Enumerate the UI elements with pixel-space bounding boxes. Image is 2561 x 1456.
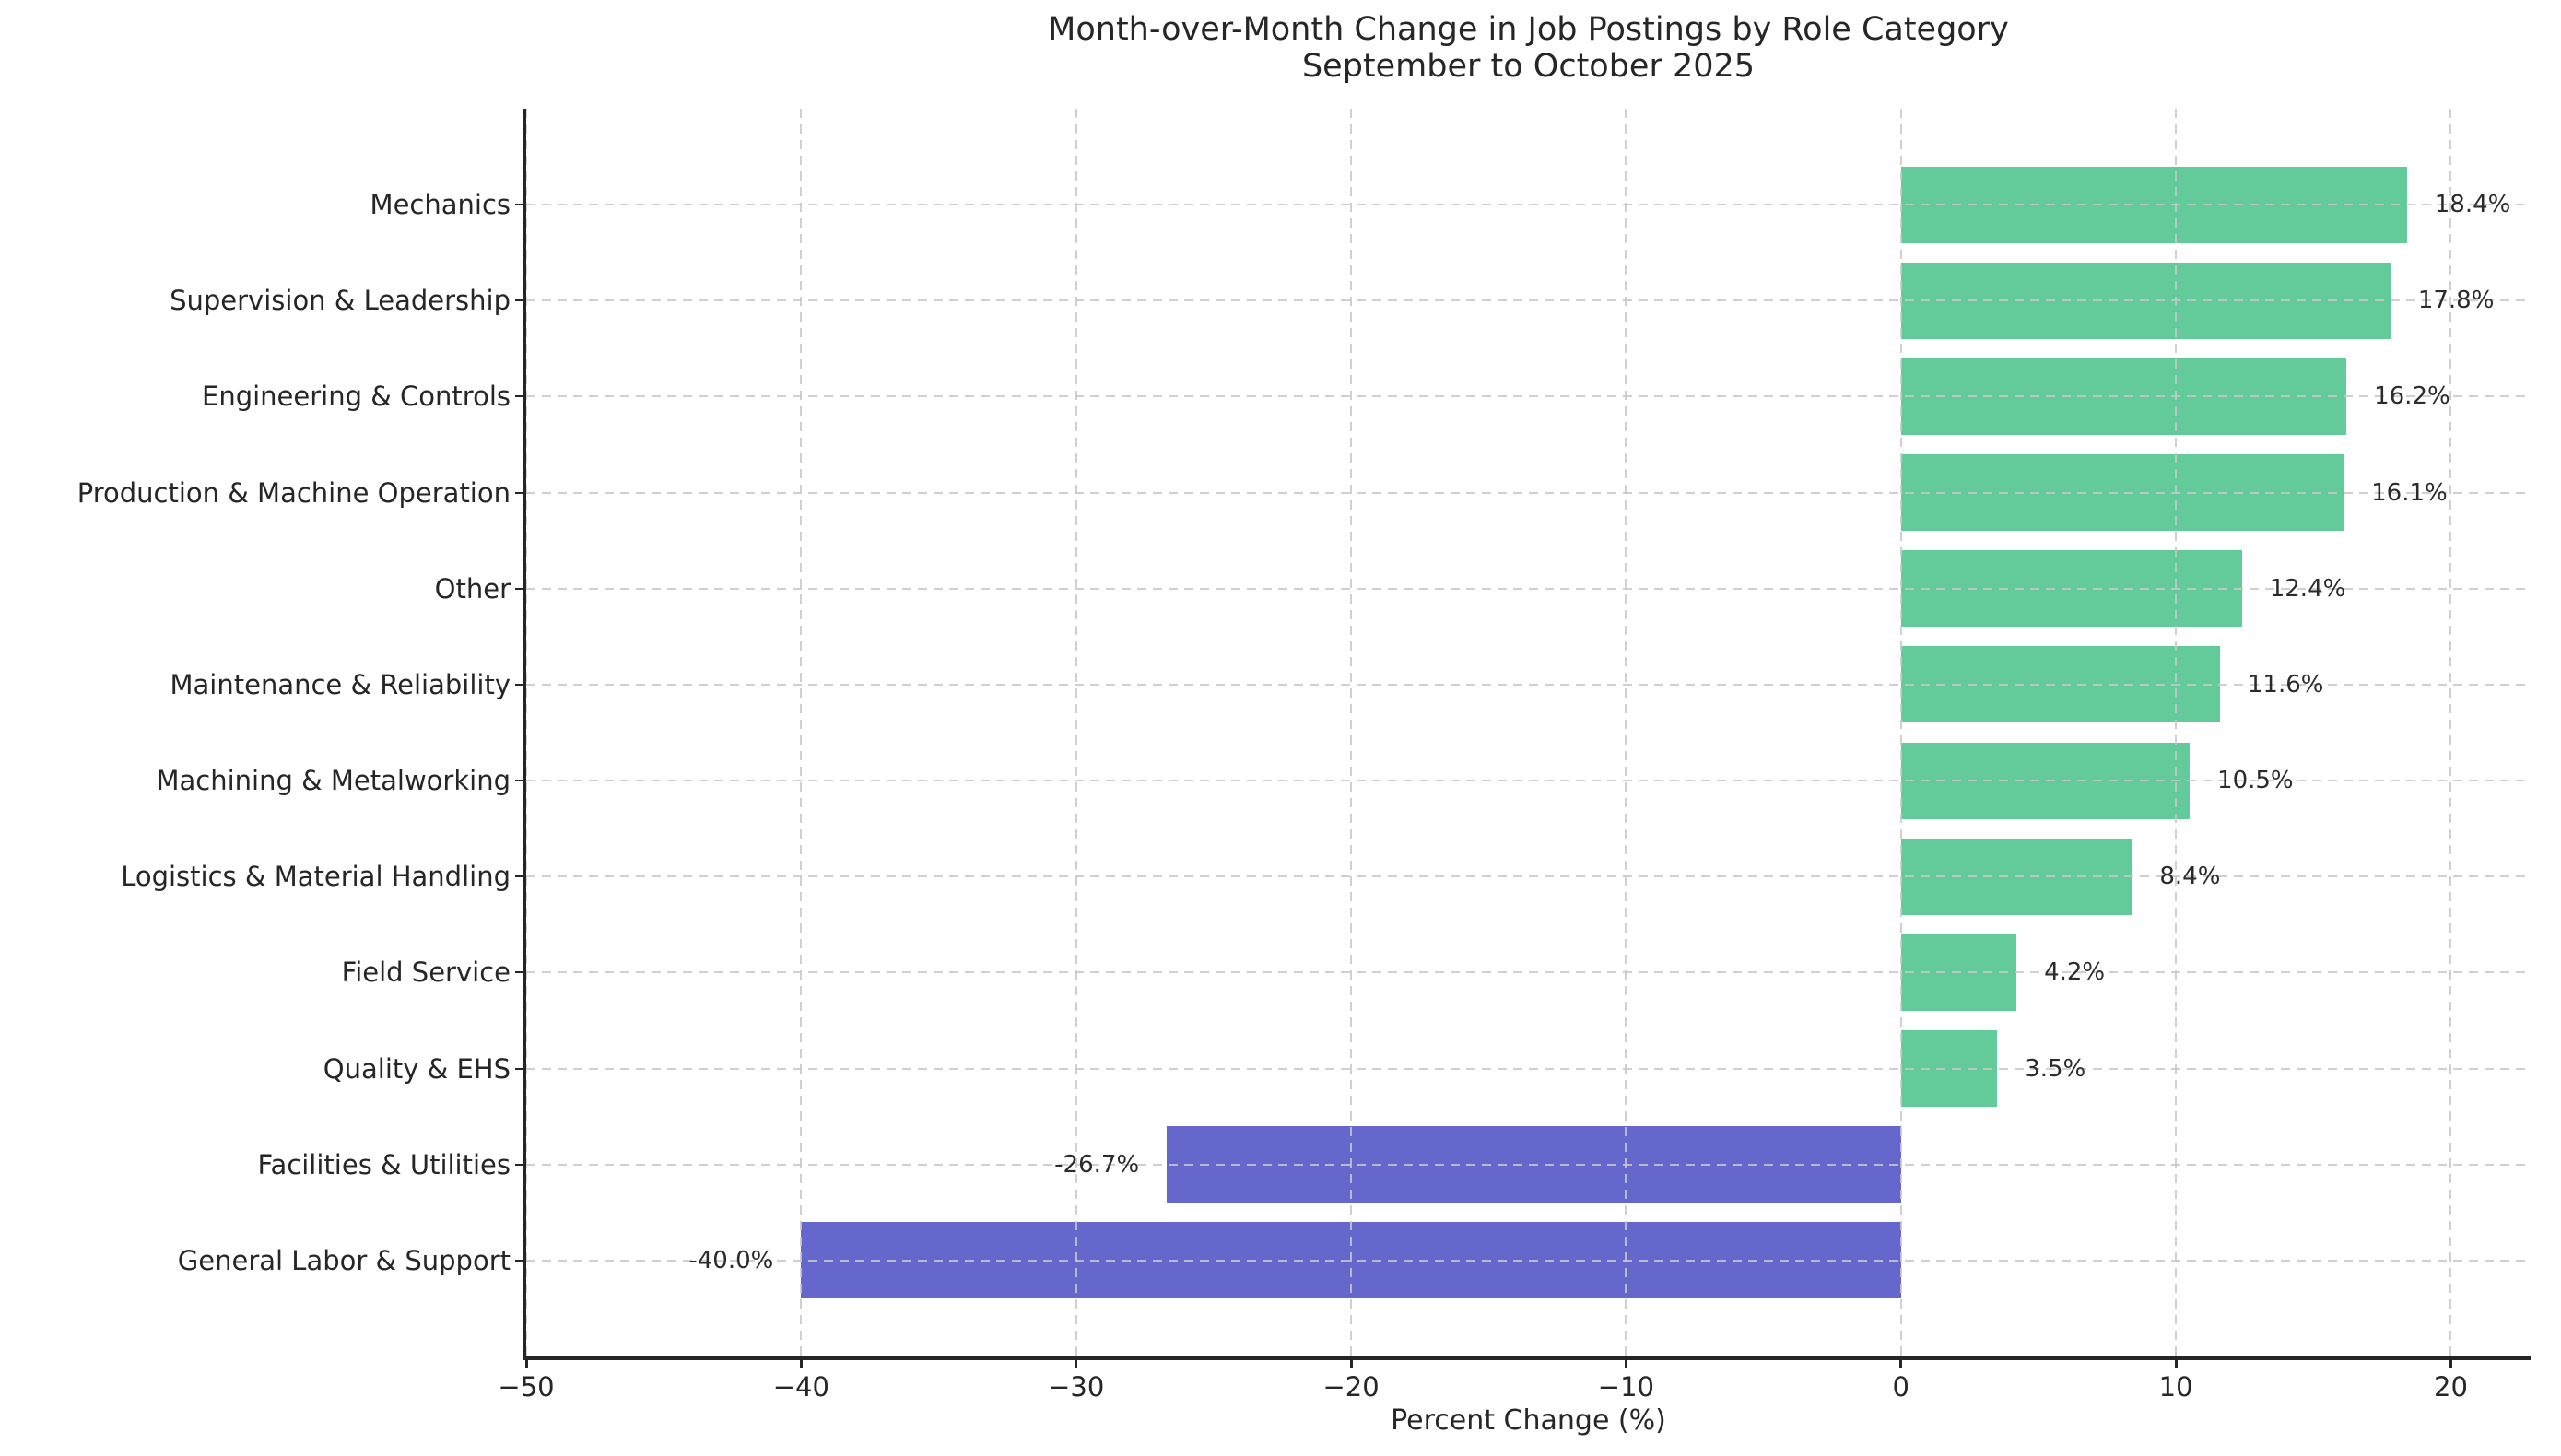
- x-tick-label: −10: [1597, 1371, 1655, 1403]
- y-tick-mark: [515, 395, 526, 398]
- x-tick-mark: [524, 1356, 528, 1368]
- x-axis-line: [523, 1356, 2531, 1360]
- y-gridline: [526, 971, 2531, 974]
- x-tick-label: −30: [1048, 1371, 1105, 1403]
- bar-value-label: 12.4%: [2269, 574, 2346, 603]
- bar-value-label: 18.4%: [2434, 191, 2511, 219]
- y-gridline: [526, 587, 2531, 590]
- bar-value-label: 4.2%: [2044, 958, 2106, 987]
- category-label-field-service: Field Service: [341, 957, 511, 989]
- y-gridline: [526, 299, 2531, 302]
- y-gridline: [526, 395, 2531, 398]
- bar-value-label: 10.5%: [2217, 767, 2294, 795]
- y-gridline: [526, 683, 2531, 686]
- y-tick-mark: [515, 1259, 526, 1262]
- x-tick-label: −20: [1322, 1371, 1380, 1403]
- y-tick-mark: [515, 875, 526, 878]
- y-tick-mark: [515, 1067, 526, 1070]
- x-tick-mark: [2174, 1356, 2178, 1368]
- y-tick-mark: [515, 1163, 526, 1166]
- x-tick-mark: [2449, 1356, 2452, 1368]
- bar-value-label: -40.0%: [688, 1246, 774, 1274]
- x-tick-label: 20: [2434, 1371, 2468, 1403]
- y-gridline: [526, 1067, 2531, 1070]
- x-tick-label: −50: [498, 1371, 555, 1403]
- bar-value-label: 17.8%: [2417, 287, 2495, 315]
- category-label-facilities-and-utilities: Facilities & Utilities: [257, 1148, 511, 1180]
- x-gridline: [1075, 109, 1077, 1356]
- x-tick-mark: [1624, 1356, 1627, 1368]
- category-label-logistics-and-material-handling: Logistics & Material Handling: [121, 861, 511, 893]
- y-gridline: [526, 491, 2531, 494]
- y-axis-line: [523, 109, 526, 1356]
- x-gridline: [1350, 109, 1353, 1356]
- x-gridline: [1899, 109, 1902, 1356]
- x-axis-title: Percent Change (%): [1391, 1404, 1666, 1437]
- x-gridline: [2175, 109, 2178, 1356]
- category-label-maintenance-and-reliability: Maintenance & Reliability: [170, 668, 511, 700]
- x-gridline: [1625, 109, 1627, 1356]
- y-tick-mark: [515, 491, 526, 494]
- x-tick-mark: [1899, 1356, 1903, 1368]
- category-label-mechanics: Mechanics: [370, 189, 511, 221]
- x-gridline: [800, 109, 803, 1356]
- x-gridline: [525, 109, 527, 1356]
- x-gridline: [2449, 109, 2452, 1356]
- x-tick-label: −40: [772, 1371, 829, 1403]
- y-gridline: [526, 204, 2531, 206]
- category-label-supervision-and-leadership: Supervision & Leadership: [170, 285, 511, 317]
- y-gridline: [526, 780, 2531, 782]
- x-tick-mark: [1075, 1356, 1078, 1368]
- x-tick-label: 0: [1892, 1371, 1909, 1403]
- category-label-other: Other: [434, 572, 511, 605]
- bar-value-label: 16.1%: [2371, 478, 2448, 507]
- y-gridline: [526, 1259, 2531, 1262]
- x-tick-mark: [799, 1356, 803, 1368]
- y-tick-mark: [515, 587, 526, 590]
- category-label-engineering-and-controls: Engineering & Controls: [202, 381, 511, 413]
- y-tick-mark: [515, 971, 526, 974]
- y-gridline: [526, 1163, 2531, 1166]
- bar-value-label: 3.5%: [2025, 1054, 2086, 1083]
- bar-value-label: -26.7%: [1054, 1150, 1140, 1179]
- bar-value-label: 11.6%: [2247, 670, 2324, 699]
- chart-title: Month-over-Month Change in Job Postings …: [1048, 11, 2009, 48]
- bar-value-label: 8.4%: [2159, 863, 2221, 891]
- category-label-production-and-machine-operation: Production & Machine Operation: [76, 476, 511, 509]
- x-tick-mark: [1349, 1356, 1353, 1368]
- category-label-general-labor-and-support: General Labor & Support: [177, 1244, 511, 1276]
- y-tick-mark: [515, 204, 526, 206]
- y-gridline: [526, 875, 2531, 878]
- category-label-machining-and-metalworking: Machining & Metalworking: [156, 765, 511, 797]
- y-tick-mark: [515, 683, 526, 686]
- y-tick-mark: [515, 299, 526, 302]
- x-tick-label: 10: [2158, 1371, 2193, 1403]
- chart-subtitle: September to October 2025: [1301, 48, 1756, 85]
- y-tick-mark: [515, 780, 526, 782]
- category-label-quality-and-ehs: Quality & EHS: [323, 1052, 511, 1085]
- chart-title-block: Month-over-Month Change in Job Postings …: [526, 11, 2531, 85]
- bar-value-label: 16.2%: [2374, 382, 2450, 411]
